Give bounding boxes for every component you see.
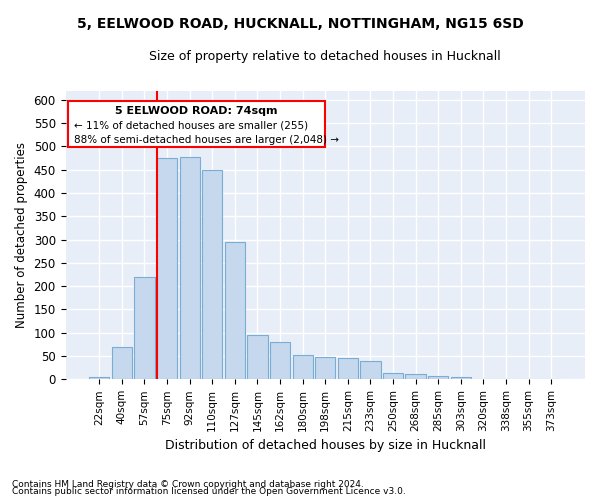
- Bar: [451, 377, 471, 380]
- Bar: [360, 360, 380, 380]
- Text: ← 11% of detached houses are smaller (255): ← 11% of detached houses are smaller (25…: [74, 120, 308, 130]
- Bar: [112, 346, 132, 380]
- Bar: [293, 354, 313, 380]
- Bar: [134, 277, 155, 380]
- Bar: [89, 377, 109, 380]
- Text: 88% of semi-detached houses are larger (2,048) →: 88% of semi-detached houses are larger (…: [74, 134, 340, 144]
- Bar: [428, 376, 448, 380]
- Bar: [406, 374, 426, 380]
- X-axis label: Distribution of detached houses by size in Hucknall: Distribution of detached houses by size …: [165, 440, 486, 452]
- Bar: [383, 374, 403, 380]
- Bar: [315, 358, 335, 380]
- Title: Size of property relative to detached houses in Hucknall: Size of property relative to detached ho…: [149, 50, 501, 63]
- Bar: [225, 242, 245, 380]
- Bar: [338, 358, 358, 380]
- Text: Contains HM Land Registry data © Crown copyright and database right 2024.: Contains HM Land Registry data © Crown c…: [12, 480, 364, 489]
- Bar: [179, 156, 200, 380]
- Text: Contains public sector information licensed under the Open Government Licence v3: Contains public sector information licen…: [12, 488, 406, 496]
- Y-axis label: Number of detached properties: Number of detached properties: [15, 142, 28, 328]
- Bar: [202, 170, 223, 380]
- Bar: [247, 335, 268, 380]
- Text: 5, EELWOOD ROAD, HUCKNALL, NOTTINGHAM, NG15 6SD: 5, EELWOOD ROAD, HUCKNALL, NOTTINGHAM, N…: [77, 18, 523, 32]
- FancyBboxPatch shape: [68, 100, 325, 147]
- Text: 5 EELWOOD ROAD: 74sqm: 5 EELWOOD ROAD: 74sqm: [115, 106, 278, 116]
- Bar: [270, 342, 290, 380]
- Bar: [157, 158, 177, 380]
